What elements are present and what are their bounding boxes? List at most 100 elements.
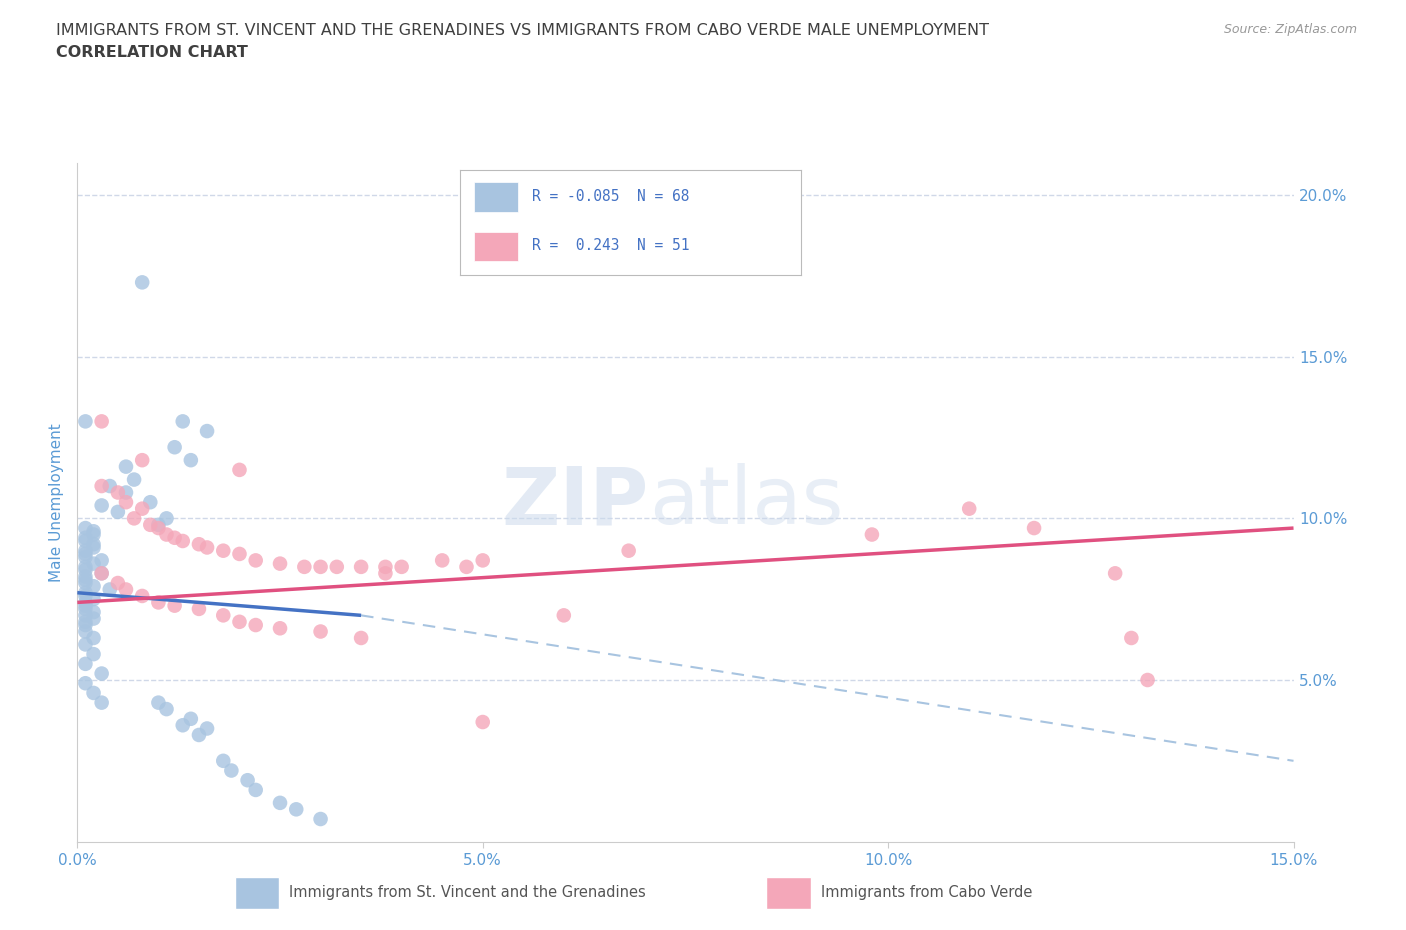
Point (98, 582, 121, 597)
Point (172, 414, 194, 429)
Point (1136, 672, 1159, 687)
Point (163, 530, 186, 545)
Point (122, 511, 145, 525)
Point (148, 517, 170, 532)
Point (107, 504, 129, 519)
Point (212, 543, 235, 558)
Point (245, 553, 267, 568)
Point (75, 585, 97, 600)
Point (617, 543, 640, 558)
Point (155, 511, 177, 525)
Point (83, 646, 105, 661)
Point (83, 611, 105, 626)
Point (131, 453, 153, 468)
Point (75, 576, 97, 591)
Point (90, 666, 112, 681)
Point (285, 802, 308, 817)
Point (75, 547, 97, 562)
Point (163, 440, 186, 455)
Point (309, 624, 332, 639)
Point (90, 498, 112, 512)
Point (75, 602, 97, 617)
Point (131, 589, 153, 604)
Point (245, 782, 267, 797)
Point (292, 560, 315, 575)
Point (75, 657, 97, 671)
Text: ZIP: ZIP (502, 463, 650, 541)
Point (269, 795, 291, 810)
Point (75, 624, 97, 639)
Point (90, 479, 112, 494)
Point (155, 701, 177, 716)
Point (172, 718, 194, 733)
Point (83, 578, 105, 593)
Point (115, 582, 138, 597)
Y-axis label: Male Unemployment: Male Unemployment (49, 423, 65, 581)
Point (75, 595, 97, 610)
Point (456, 560, 478, 575)
Point (75, 608, 97, 623)
Point (75, 615, 97, 630)
Point (98, 479, 121, 494)
Point (188, 537, 211, 551)
Point (75, 534, 97, 549)
Point (90, 565, 112, 580)
Point (350, 631, 373, 645)
Point (374, 560, 396, 575)
Point (122, 472, 145, 487)
Point (374, 565, 396, 580)
Point (188, 602, 211, 617)
Point (83, 556, 105, 571)
Point (309, 560, 332, 575)
Point (83, 537, 105, 551)
Bar (235, 876, 278, 910)
Point (90, 565, 112, 580)
Point (90, 553, 112, 568)
Point (432, 553, 454, 568)
Point (326, 560, 349, 575)
Point (471, 714, 494, 729)
Point (75, 521, 97, 536)
Point (188, 727, 211, 742)
Point (107, 576, 129, 591)
Point (236, 773, 259, 788)
Text: IMMIGRANTS FROM ST. VINCENT AND THE GRENADINES VS IMMIGRANTS FROM CABO VERDE MAL: IMMIGRANTS FROM ST. VINCENT AND THE GREN… (56, 23, 990, 38)
Point (75, 598, 97, 613)
Point (83, 527, 105, 542)
Point (148, 521, 170, 536)
Point (221, 764, 243, 778)
Point (75, 543, 97, 558)
Point (75, 560, 97, 575)
Point (75, 550, 97, 565)
Point (75, 637, 97, 652)
Point (131, 275, 153, 290)
Point (957, 501, 980, 516)
Point (228, 462, 250, 477)
Point (228, 615, 250, 630)
Point (139, 517, 162, 532)
Point (83, 604, 105, 619)
Point (860, 527, 883, 542)
Point (163, 598, 186, 613)
Point (75, 414, 97, 429)
Point (90, 414, 112, 429)
Bar (766, 876, 811, 910)
Point (245, 618, 267, 632)
Point (553, 608, 575, 623)
Point (180, 453, 202, 468)
Point (83, 685, 105, 700)
Point (195, 424, 218, 439)
Point (131, 501, 153, 516)
Point (155, 527, 177, 542)
Point (1121, 631, 1143, 645)
Point (195, 721, 218, 736)
Point (139, 495, 162, 510)
Point (269, 621, 291, 636)
Point (350, 560, 373, 575)
Point (228, 547, 250, 562)
Point (148, 696, 170, 711)
Point (83, 540, 105, 555)
Point (115, 459, 138, 474)
Point (83, 631, 105, 645)
Point (212, 753, 235, 768)
